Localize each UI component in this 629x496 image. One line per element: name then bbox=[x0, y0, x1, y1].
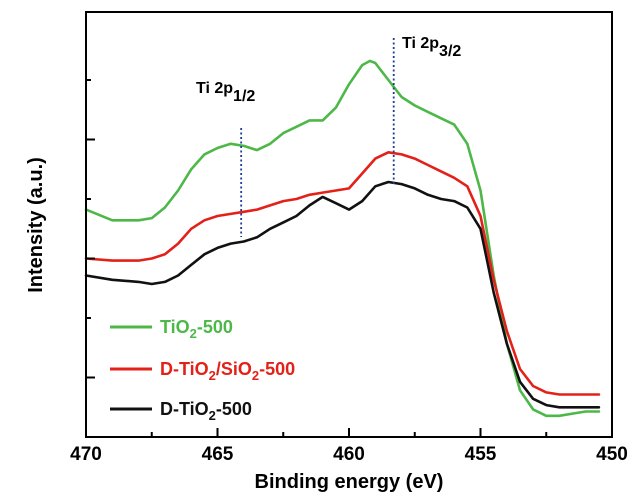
series-line-2 bbox=[84, 151, 601, 396]
legend-label: D-TiO2/SiO2-500 bbox=[160, 359, 295, 383]
series-line-1 bbox=[84, 59, 601, 418]
x-tick-label: 460 bbox=[333, 444, 365, 465]
x-tick-label: 450 bbox=[596, 444, 628, 465]
series-layer bbox=[84, 59, 601, 418]
legend-label: D-TiO2-500 bbox=[160, 399, 252, 423]
x-axis-ticks: 470 465 460 455 450 bbox=[70, 428, 628, 465]
annotation-layer: Ti 2p1/2 Ti 2p3/2 bbox=[196, 35, 461, 237]
peak-label: Ti 2p3/2 bbox=[402, 35, 461, 60]
y-axis-ticks bbox=[86, 79, 95, 379]
legend: TiO2-500 D-TiO2/SiO2-500 D-TiO2-500 bbox=[110, 317, 295, 423]
x-tick-label: 465 bbox=[202, 444, 234, 465]
x-axis-title: Binding energy (eV) bbox=[255, 471, 444, 493]
legend-label: TiO2-500 bbox=[160, 317, 233, 341]
x-tick-label: 455 bbox=[465, 444, 497, 465]
y-axis-title: Intensity (a.u.) bbox=[25, 157, 47, 293]
x-tick-label: 470 bbox=[70, 444, 102, 465]
series-line-3 bbox=[84, 180, 601, 409]
peak-label: Ti 2p1/2 bbox=[196, 80, 255, 105]
